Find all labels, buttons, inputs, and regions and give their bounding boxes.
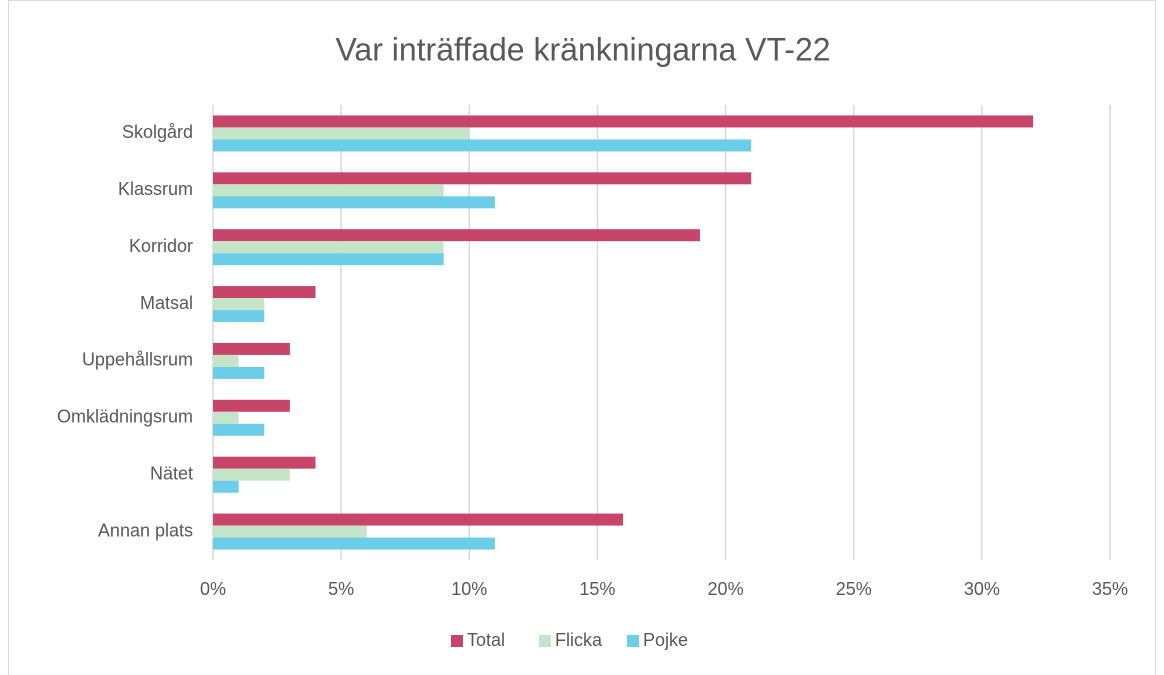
bar bbox=[213, 286, 316, 299]
bar bbox=[213, 366, 265, 379]
bar bbox=[213, 525, 367, 538]
legend-swatch bbox=[539, 635, 551, 647]
bar bbox=[213, 411, 239, 424]
legend-label: Pojke bbox=[643, 630, 688, 650]
y-tick-label: Matsal bbox=[140, 293, 193, 313]
y-tick-label: Korridor bbox=[129, 236, 193, 256]
x-tick-label: 30% bbox=[964, 579, 1000, 599]
x-tick-label: 35% bbox=[1092, 579, 1128, 599]
y-tick-label: Annan plats bbox=[98, 520, 193, 540]
x-tick-label: 0% bbox=[200, 579, 226, 599]
chart-title: Var inträffade kränkningarna VT-22 bbox=[335, 31, 830, 67]
x-tick-label: 10% bbox=[451, 579, 487, 599]
bar bbox=[213, 342, 290, 355]
bar bbox=[213, 468, 290, 481]
y-tick-label: Uppehållsrum bbox=[82, 350, 193, 370]
bar bbox=[213, 184, 444, 197]
bar bbox=[213, 241, 444, 254]
bar bbox=[213, 480, 239, 493]
y-tick-label: Nätet bbox=[150, 463, 193, 483]
bar bbox=[213, 127, 470, 140]
chart-border bbox=[8, 0, 1156, 675]
bar bbox=[213, 354, 239, 367]
x-tick-label: 25% bbox=[836, 579, 872, 599]
legend-swatch bbox=[627, 635, 639, 647]
bar bbox=[213, 172, 752, 185]
x-tick-label: 15% bbox=[579, 579, 615, 599]
bar bbox=[213, 229, 700, 242]
legend-swatch bbox=[451, 635, 463, 647]
bar bbox=[213, 253, 444, 266]
bar bbox=[213, 456, 316, 469]
bar bbox=[213, 196, 495, 209]
bar bbox=[213, 423, 265, 436]
bar bbox=[213, 298, 265, 311]
y-tick-label: Omklädningsrum bbox=[57, 407, 193, 427]
y-tick-label: Skolgård bbox=[122, 122, 193, 142]
bar bbox=[213, 139, 752, 152]
bar bbox=[213, 115, 1034, 128]
legend-label: Total bbox=[467, 630, 505, 650]
legend-label: Flicka bbox=[555, 630, 603, 650]
x-tick-label: 5% bbox=[328, 579, 354, 599]
bar bbox=[213, 310, 265, 323]
bar bbox=[213, 399, 290, 412]
bar bbox=[213, 537, 495, 550]
bar bbox=[213, 513, 624, 526]
y-tick-label: Klassrum bbox=[118, 179, 193, 199]
x-tick-label: 20% bbox=[708, 579, 744, 599]
